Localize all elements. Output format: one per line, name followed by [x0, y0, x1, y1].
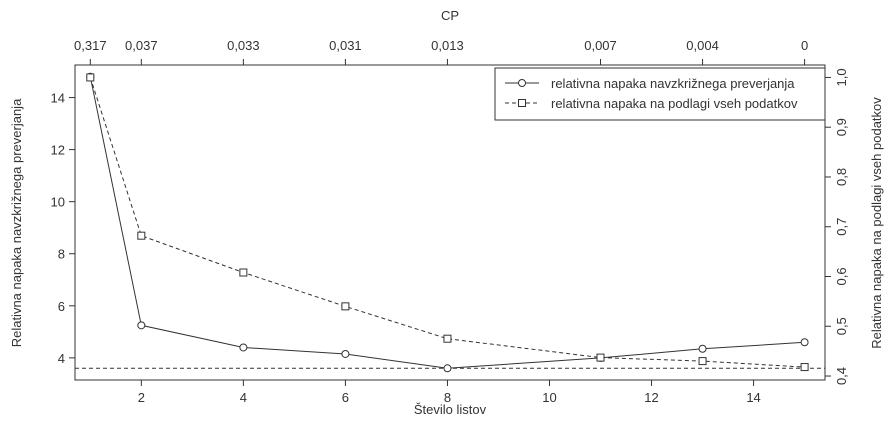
y-tick-label: 8 [58, 247, 65, 262]
y-tick-label: 4 [58, 351, 65, 366]
x-tick-label: 14 [746, 390, 760, 405]
series-1-point [341, 349, 350, 358]
y2-tick-label: 0,4 [834, 367, 849, 385]
y2-tick-label: 0,6 [834, 267, 849, 285]
y2-tick-label: 1,0 [834, 68, 849, 86]
series-1-point [698, 344, 707, 353]
y-axis-title-right: Relativna napaka na podlagi vseh podatko… [869, 97, 884, 349]
x-tick-label: 10 [542, 390, 556, 405]
top-tick-label: 0,031 [329, 38, 362, 53]
series-1-point [137, 321, 146, 330]
x-tick-label: 8 [444, 390, 451, 405]
legend-marker-1 [518, 79, 526, 87]
top-tick-label: 0,317 [74, 38, 107, 53]
y-tick-label: 12 [51, 143, 65, 158]
top-tick-label: 0,004 [686, 38, 719, 53]
series-2-point [239, 268, 248, 277]
series-2-point [596, 353, 605, 362]
y-tick-label: 6 [58, 299, 65, 314]
series-1-point [239, 343, 248, 352]
legend-marker-2 [518, 99, 526, 107]
series-1-point [443, 364, 452, 373]
series-2-line [89, 77, 805, 368]
x-tick-label: 12 [644, 390, 658, 405]
legend-label-2: relativna napaka na podlagi vseh podatko… [551, 96, 798, 111]
y2-tick-label: 0,8 [834, 168, 849, 186]
y2-tick-label: 0,5 [834, 317, 849, 335]
series-1-point [800, 338, 809, 347]
series-1-line [89, 76, 805, 369]
legend-label-1: relativna napaka navzkrižnega preverjanj… [551, 76, 795, 91]
y2-tick-label: 0,9 [834, 118, 849, 136]
x-tick-label: 6 [342, 390, 349, 405]
legend-box [494, 67, 826, 121]
top-tick-label: 0,013 [431, 38, 464, 53]
y2-tick-label: 0,7 [834, 218, 849, 236]
top-tick-label: 0 [801, 38, 808, 53]
top-tick-label: 0,007 [584, 38, 617, 53]
y-tick-label: 14 [51, 91, 65, 106]
top-tick-label: 0,033 [227, 38, 260, 53]
series-2-point [137, 231, 146, 240]
top-axis-title: CP [441, 8, 459, 23]
y-axis-title-left: Relativna napaka navzkrižnega preverjanj… [9, 98, 24, 347]
series-2-point [800, 363, 809, 372]
plot-frame [74, 64, 826, 381]
series-2-point [86, 73, 95, 82]
y-tick-label: 10 [51, 195, 65, 210]
top-tick-label: 0,037 [125, 38, 158, 53]
x-tick-label: 2 [138, 390, 145, 405]
x-axis-title: Število listov [414, 402, 487, 417]
series-2-point [443, 334, 452, 343]
series-2-point [341, 302, 350, 311]
x-tick-label: 4 [240, 390, 247, 405]
series-2-point [698, 357, 707, 366]
